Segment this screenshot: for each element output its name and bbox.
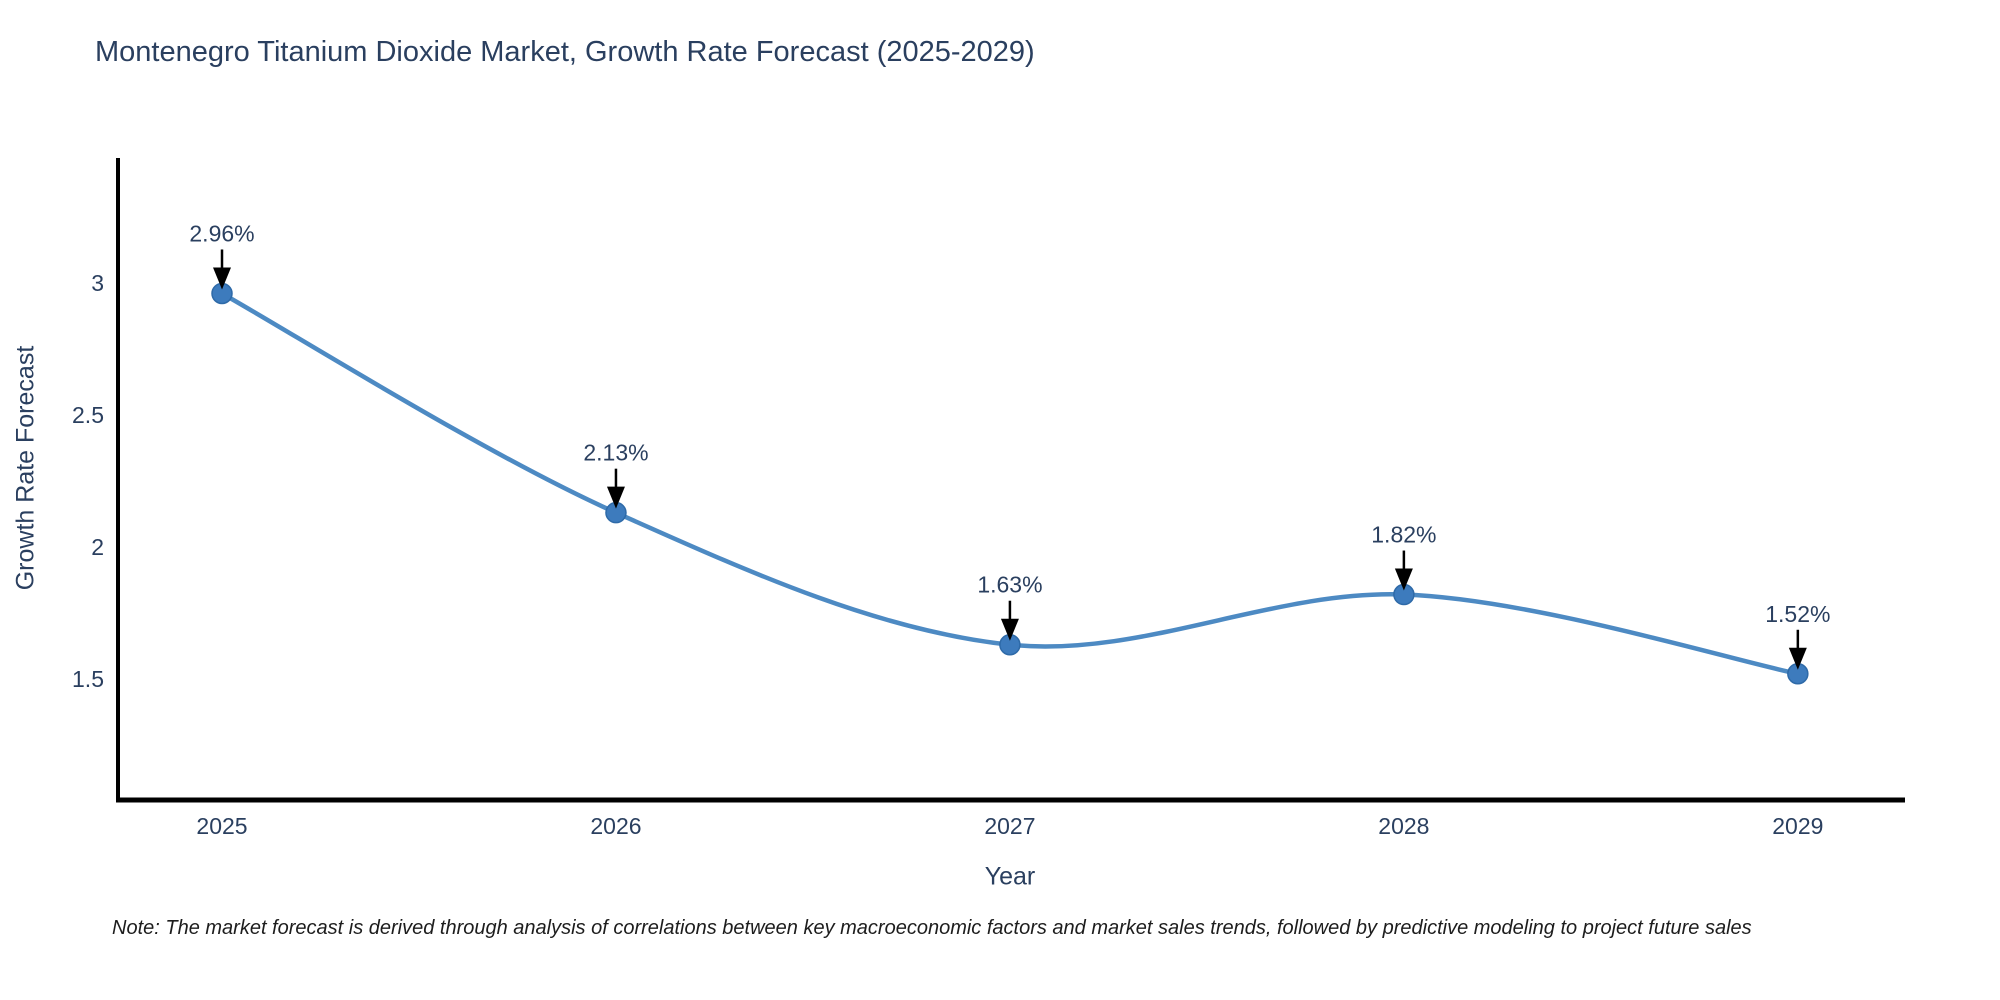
point-value-label: 2.96% <box>189 220 254 246</box>
x-tick-label: 2026 <box>590 813 641 839</box>
point-value-label: 1.52% <box>1765 601 1830 627</box>
annotation-arrowhead-icon <box>213 267 232 290</box>
annotation-arrowhead-icon <box>1394 568 1413 591</box>
y-tick-label: 1.5 <box>72 666 104 692</box>
y-axis-title: Growth Rate Forecast <box>11 345 40 591</box>
annotation-arrowhead-icon <box>1788 647 1807 670</box>
x-axis-title: Year <box>984 862 1036 891</box>
y-tick-label: 2 <box>91 534 104 560</box>
x-tick-label: 2025 <box>196 813 247 839</box>
chart-title: Montenegro Titanium Dioxide Market, Grow… <box>95 36 1035 68</box>
point-value-label: 1.82% <box>1371 522 1436 548</box>
y-tick-label: 2.5 <box>72 402 104 428</box>
annotation-arrowhead-icon <box>606 486 625 509</box>
point-value-label: 1.63% <box>977 572 1042 598</box>
x-tick-label: 2027 <box>984 813 1035 839</box>
annotation-arrowhead-icon <box>1000 618 1019 641</box>
y-tick-label: 3 <box>91 270 104 296</box>
x-tick-label: 2028 <box>1378 813 1429 839</box>
point-value-label: 2.13% <box>583 440 648 466</box>
footnote: Note: The market forecast is derived thr… <box>112 917 1752 939</box>
x-tick-label: 2029 <box>1772 813 1823 839</box>
